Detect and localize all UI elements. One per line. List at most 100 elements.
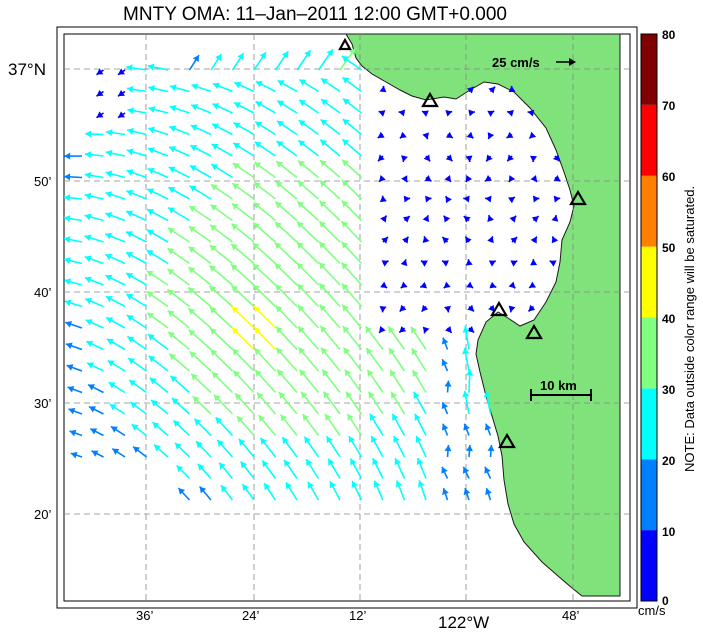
current-vector-head xyxy=(188,308,196,315)
current-vector-head xyxy=(297,180,305,188)
current-vector-head xyxy=(126,189,134,197)
current-vector-head xyxy=(108,382,116,389)
current-vector-head xyxy=(64,278,72,286)
current-vector-head xyxy=(188,329,196,337)
current-vector-head xyxy=(168,187,176,194)
current-vector-head xyxy=(323,391,330,399)
current-vector-head xyxy=(320,139,328,147)
current-vector-head xyxy=(487,110,495,117)
current-vector-head xyxy=(126,273,134,280)
current-vector-head xyxy=(392,413,399,421)
current-vector-head xyxy=(189,205,197,213)
current-vector-head xyxy=(388,326,395,334)
current-vector-head xyxy=(443,281,451,289)
current-vector-head xyxy=(147,312,155,320)
current-vector-head xyxy=(151,399,158,407)
current-vector-head xyxy=(188,287,195,295)
current-vector-head xyxy=(369,413,376,421)
current-vector-head xyxy=(254,162,262,169)
current-vector-head xyxy=(391,391,398,399)
current-vector-head xyxy=(445,154,453,162)
current-vector-head xyxy=(146,291,154,299)
current-vector-head xyxy=(240,461,248,469)
current-vector-head xyxy=(399,325,407,333)
current-vector-head xyxy=(342,326,350,333)
current-vector-head xyxy=(88,384,95,391)
current-vector-head xyxy=(167,289,175,296)
current-vector-head xyxy=(441,359,448,367)
current-vector-head xyxy=(508,85,516,93)
current-vector-head xyxy=(319,180,327,188)
current-vector-head xyxy=(169,125,177,133)
colorbar-tick: 20 xyxy=(662,454,676,468)
current-vector-head xyxy=(65,342,73,350)
current-vector-head xyxy=(147,147,155,154)
current-vector-head xyxy=(485,174,492,182)
current-vector-head xyxy=(278,392,286,399)
current-vector-head xyxy=(147,63,155,71)
current-vector-head xyxy=(551,215,559,222)
current-vector-head xyxy=(296,242,304,249)
current-vector-head xyxy=(105,191,113,198)
current-vector-head xyxy=(467,325,475,333)
current-vector-head xyxy=(209,285,217,293)
current-vector-head xyxy=(508,175,516,183)
current-vector-head xyxy=(90,428,98,435)
current-vector-head xyxy=(258,415,266,423)
current-vector-head xyxy=(487,132,495,140)
current-vector-head xyxy=(342,98,350,106)
current-vector-head xyxy=(378,154,385,162)
current-vector-head xyxy=(304,436,311,444)
current-vector-head xyxy=(217,439,224,447)
current-vector-head xyxy=(299,79,307,86)
current-vector-head xyxy=(551,236,559,244)
current-vector-head xyxy=(297,201,305,208)
current-vector-head xyxy=(252,263,260,271)
current-vector-head xyxy=(394,458,401,466)
current-vector-head xyxy=(489,281,497,289)
current-vector-head xyxy=(398,109,406,117)
current-vector-head xyxy=(401,155,408,162)
current-vector-head xyxy=(254,141,262,149)
current-vector-head xyxy=(379,326,386,333)
current-vector-head xyxy=(530,259,538,266)
current-vector-head xyxy=(255,369,262,377)
current-vector-head xyxy=(441,337,449,345)
current-vector-head xyxy=(230,264,238,271)
current-vector-head xyxy=(126,294,134,301)
current-vector-head xyxy=(351,480,358,488)
current-vector-head xyxy=(105,232,113,240)
current-vector-head xyxy=(212,103,220,110)
current-vector-head xyxy=(420,260,428,267)
current-vector-head xyxy=(508,196,515,204)
station-marker xyxy=(490,300,508,317)
current-vector-head xyxy=(487,236,494,244)
current-vector-head xyxy=(91,450,99,457)
current-vector-head xyxy=(231,243,238,251)
current-vector-head xyxy=(285,482,293,490)
current-vector-head xyxy=(298,120,306,127)
current-vector-head xyxy=(320,119,328,126)
colorbar-segment xyxy=(641,530,657,601)
current-vector-head xyxy=(96,111,104,118)
current-vector-head xyxy=(67,385,75,393)
current-vector-head xyxy=(126,148,134,156)
scale-arrow-label: 25 cm/s xyxy=(492,55,540,70)
current-vector-head xyxy=(507,154,514,162)
current-vector-head xyxy=(342,118,350,126)
current-vector-head xyxy=(215,54,222,62)
current-vector-head xyxy=(346,391,353,399)
current-vector-head xyxy=(133,446,141,454)
colorbar-tick: 40 xyxy=(662,312,676,326)
current-vector-head xyxy=(188,226,196,233)
station-marker xyxy=(498,432,516,449)
current-vector-head xyxy=(197,463,205,471)
colorbar-tick: 60 xyxy=(662,170,676,184)
current-vector-head xyxy=(319,241,326,249)
current-vector-head xyxy=(443,215,451,223)
current-vector-head xyxy=(282,437,289,445)
map-border xyxy=(56,26,638,609)
current-vector-head xyxy=(486,154,493,162)
current-vector-head xyxy=(148,126,155,134)
current-vector-head xyxy=(236,416,244,423)
